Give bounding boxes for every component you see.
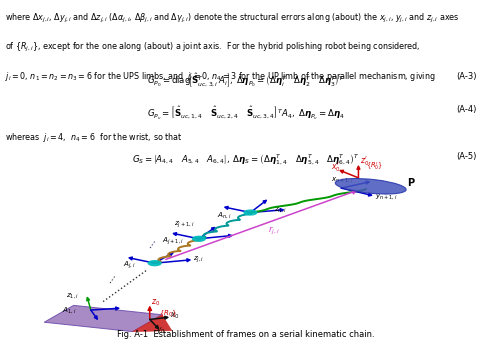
Text: $z_{j,i}$: $z_{j,i}$	[193, 255, 204, 265]
Text: $G_{P_0} = \mathrm{diag}\!\left[\hat{\mathbf{S}}^{T}_{uc,3,i}\,A_i\right],\;\Del: $G_{P_0} = \mathrm{diag}\!\left[\hat{\ma…	[147, 72, 344, 89]
Text: $r_{j,i}$: $r_{j,i}$	[268, 225, 279, 237]
Text: (A-5): (A-5)	[456, 152, 476, 161]
Text: $A_{n,i}$: $A_{n,i}$	[217, 210, 232, 220]
Text: $A_{j,i}$: $A_{j,i}$	[123, 260, 136, 271]
Text: Fig. A-1  Establishment of frames on a serial kinematic chain.: Fig. A-1 Establishment of frames on a se…	[117, 330, 374, 339]
Text: $z_0$: $z_0$	[151, 297, 161, 308]
Text: $x_0'$: $x_0'$	[331, 161, 341, 175]
Text: $\cdots$: $\cdots$	[106, 272, 120, 287]
Text: $y_{n+1,i}$: $y_{n+1,i}$	[375, 192, 397, 201]
Circle shape	[244, 210, 257, 215]
Text: $\{R_0'\}$: $\{R_0'\}$	[366, 161, 383, 173]
Polygon shape	[133, 315, 172, 331]
Text: (A-3): (A-3)	[456, 72, 476, 81]
Text: $x_0$: $x_0$	[170, 311, 180, 322]
Text: whereas  $j_i = 4$,  $n_4 = 6$  for the wrist, so that: whereas $j_i = 4$, $n_4 = 6$ for the wri…	[5, 131, 183, 144]
Text: $A_{j+1,i}$: $A_{j+1,i}$	[162, 236, 184, 247]
Text: $z_0'$: $z_0'$	[360, 155, 369, 168]
Text: $z_{1,i}$: $z_{1,i}$	[66, 291, 79, 300]
Text: P: P	[408, 178, 415, 188]
Text: $j_i = 0$, $n_1 = n_2 = n_3 = 6$ for the UPS limbs, and  $j_i = 0$, $n_4 = 3$ fo: $j_i = 0$, $n_1 = n_2 = n_3 = 6$ for the…	[5, 70, 436, 84]
Text: $A_{1,i}$: $A_{1,i}$	[62, 306, 77, 315]
Circle shape	[148, 261, 161, 266]
Text: $\cdots$: $\cdots$	[145, 238, 159, 252]
Text: $z_{n,i}$: $z_{n,i}$	[274, 206, 287, 214]
Text: $z_{j+1,i}$: $z_{j+1,i}$	[174, 220, 195, 230]
Text: (A-4): (A-4)	[456, 105, 476, 114]
Ellipse shape	[335, 179, 406, 194]
Text: $\{R_0\}$: $\{R_0\}$	[159, 309, 177, 320]
Polygon shape	[44, 306, 162, 331]
Text: $x_{n+1,i}$: $x_{n+1,i}$	[331, 175, 354, 184]
Text: of $\left\{R_{j,i}\right\}$, except for the one along (about) a joint axis.  For: of $\left\{R_{j,i}\right\}$, except for …	[5, 41, 420, 54]
Text: $G_{P_v} = \left[\hat{\mathbf{S}}_{uc,1,4}\quad\hat{\mathbf{S}}_{uc,2,4}\quad\ha: $G_{P_v} = \left[\hat{\mathbf{S}}_{uc,1,…	[146, 105, 345, 122]
Text: where $\Delta x_{j,i}$, $\Delta y_{j,i}$ and $\Delta z_{j,i}$ ($\Delta\alpha_{j,: where $\Delta x_{j,i}$, $\Delta y_{j,i}$…	[5, 12, 460, 25]
Text: $y_0$: $y_0$	[156, 325, 165, 336]
Text: $G_S = \left[A_{4,4}\quad A_{5,4}\quad A_{6,4}\right],\;\Delta\boldsymbol{\eta}_: $G_S = \left[A_{4,4}\quad A_{5,4}\quad A…	[132, 152, 359, 167]
Circle shape	[192, 236, 205, 241]
